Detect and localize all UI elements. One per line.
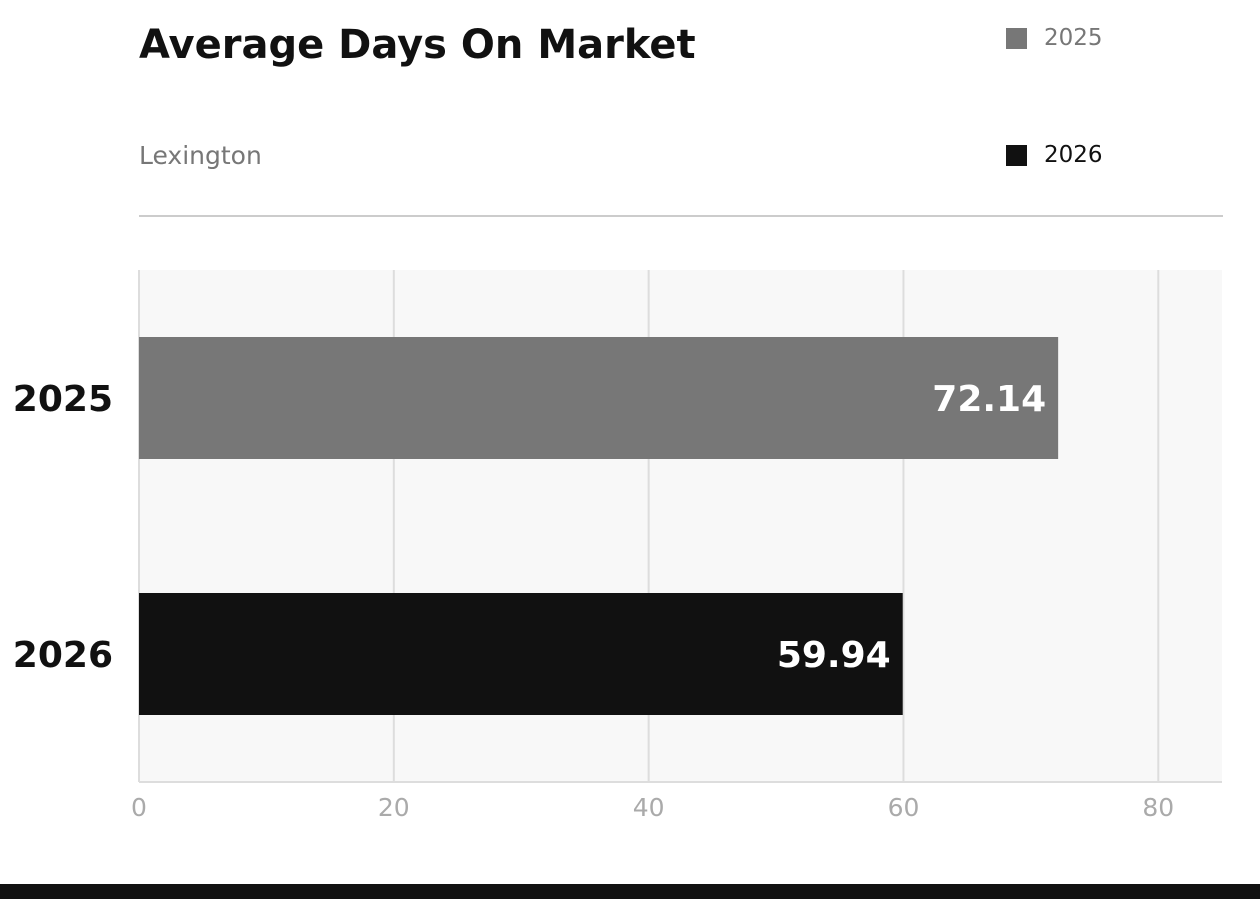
legend-item-2025: 2025 [1006,25,1103,51]
x-tick-label-80: 80 [1142,793,1174,822]
category-label-2025: 2025 [13,379,113,420]
chart-subtitle: Lexington [139,141,262,170]
bar-2026 [139,593,903,715]
bar-2025 [139,337,1059,459]
legend-swatch-2026 [1006,144,1027,166]
category-label-2026: 2026 [13,635,113,676]
x-tick-label-60: 60 [888,793,920,822]
legend-swatch-2025 [1006,27,1027,49]
legend-label-2025: 2025 [1044,25,1103,51]
footer-bar [0,884,1260,899]
x-tick-label-0: 0 [131,793,147,822]
x-tick-label-20: 20 [378,793,410,822]
bar-value-label-2025: 72.14 [932,379,1046,420]
header-divider [139,215,1223,217]
bar-value-label-2026: 59.94 [777,635,891,676]
legend-item-2026: 2026 [1006,142,1103,168]
x-tick-label-40: 40 [633,793,665,822]
chart-title: Average Days On Market [139,22,696,68]
legend-label-2026: 2026 [1044,142,1103,168]
